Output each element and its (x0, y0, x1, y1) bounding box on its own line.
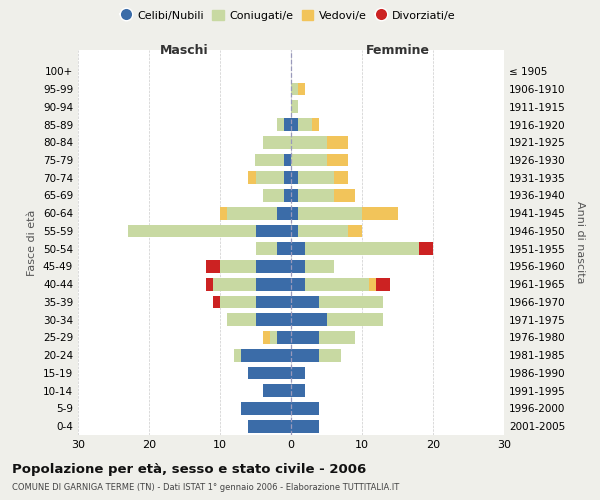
Bar (319, 331, 355, 344)
Bar (256, 224, 291, 237)
Y-axis label: Anni di nascita: Anni di nascita (575, 201, 585, 284)
Bar (313, 118, 319, 131)
Bar (256, 172, 284, 184)
Bar (291, 296, 319, 308)
Bar (284, 172, 291, 184)
Bar (291, 366, 305, 380)
Bar (376, 278, 391, 290)
Bar (291, 100, 298, 113)
Bar (128, 224, 256, 237)
Bar (227, 314, 256, 326)
Bar (220, 260, 256, 273)
Bar (241, 402, 291, 415)
Bar (291, 278, 305, 290)
Bar (305, 260, 334, 273)
Bar (305, 242, 419, 255)
Bar (256, 296, 291, 308)
Bar (326, 154, 348, 166)
Bar (319, 349, 341, 362)
Bar (291, 118, 298, 131)
Bar (234, 349, 241, 362)
Bar (256, 154, 284, 166)
Bar (256, 260, 291, 273)
Bar (291, 331, 319, 344)
Bar (419, 242, 433, 255)
Bar (248, 366, 291, 380)
Bar (334, 189, 355, 202)
Bar (291, 260, 305, 273)
Bar (220, 207, 227, 220)
Bar (284, 154, 291, 166)
Bar (284, 189, 291, 202)
Bar (248, 172, 256, 184)
Bar (256, 314, 291, 326)
Bar (291, 82, 298, 96)
Bar (220, 296, 256, 308)
Bar (263, 331, 270, 344)
Bar (298, 207, 362, 220)
Bar (241, 349, 291, 362)
Bar (291, 154, 326, 166)
Bar (277, 242, 291, 255)
Bar (291, 314, 326, 326)
Bar (248, 420, 291, 432)
Bar (284, 118, 291, 131)
Bar (291, 172, 298, 184)
Bar (305, 278, 369, 290)
Bar (326, 136, 348, 148)
Bar (206, 260, 220, 273)
Bar (369, 278, 376, 290)
Bar (326, 314, 383, 326)
Text: COMUNE DI GARNIGA TERME (TN) - Dati ISTAT 1° gennaio 2006 - Elaborazione TUTTITA: COMUNE DI GARNIGA TERME (TN) - Dati ISTA… (12, 484, 399, 492)
Bar (291, 349, 319, 362)
Legend: Celibi/Nubili, Coniugati/e, Vedovi/e, Divorziati/e: Celibi/Nubili, Coniugati/e, Vedovi/e, Di… (116, 6, 460, 25)
Bar (291, 136, 326, 148)
Bar (263, 384, 291, 397)
Bar (291, 207, 298, 220)
Text: Femmine: Femmine (365, 44, 430, 57)
Text: Maschi: Maschi (160, 44, 209, 57)
Bar (213, 278, 256, 290)
Bar (298, 189, 334, 202)
Bar (291, 189, 298, 202)
Bar (227, 207, 277, 220)
Bar (291, 224, 298, 237)
Bar (319, 296, 383, 308)
Bar (277, 207, 291, 220)
Bar (298, 82, 305, 96)
Bar (291, 384, 305, 397)
Bar (348, 224, 362, 237)
Text: Popolazione per età, sesso e stato civile - 2006: Popolazione per età, sesso e stato civil… (12, 462, 366, 475)
Bar (291, 242, 305, 255)
Bar (298, 118, 313, 131)
Bar (213, 296, 220, 308)
Bar (256, 278, 291, 290)
Bar (291, 402, 319, 415)
Bar (263, 189, 284, 202)
Bar (334, 172, 348, 184)
Bar (298, 224, 348, 237)
Bar (362, 207, 398, 220)
Bar (291, 420, 319, 432)
Bar (298, 172, 334, 184)
Bar (263, 136, 291, 148)
Bar (256, 242, 277, 255)
Bar (270, 331, 277, 344)
Y-axis label: Fasce di età: Fasce di età (28, 210, 37, 276)
Bar (277, 331, 291, 344)
Bar (277, 118, 284, 131)
Bar (206, 278, 213, 290)
